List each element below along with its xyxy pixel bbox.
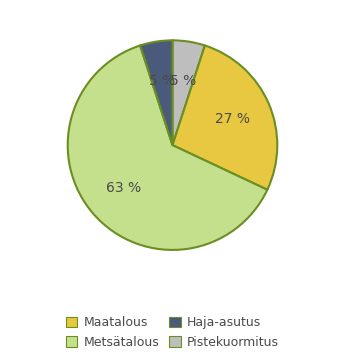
Wedge shape <box>172 40 205 145</box>
Wedge shape <box>68 45 267 250</box>
Legend: Maatalous, Metsätalous, Haja-asutus, Pistekuormitus: Maatalous, Metsätalous, Haja-asutus, Pis… <box>61 312 284 354</box>
Text: 27 %: 27 % <box>215 112 250 126</box>
Wedge shape <box>172 45 277 190</box>
Wedge shape <box>140 40 172 145</box>
Text: 5 %: 5 % <box>149 74 176 88</box>
Text: 5 %: 5 % <box>169 74 196 88</box>
Text: 63 %: 63 % <box>106 181 141 195</box>
